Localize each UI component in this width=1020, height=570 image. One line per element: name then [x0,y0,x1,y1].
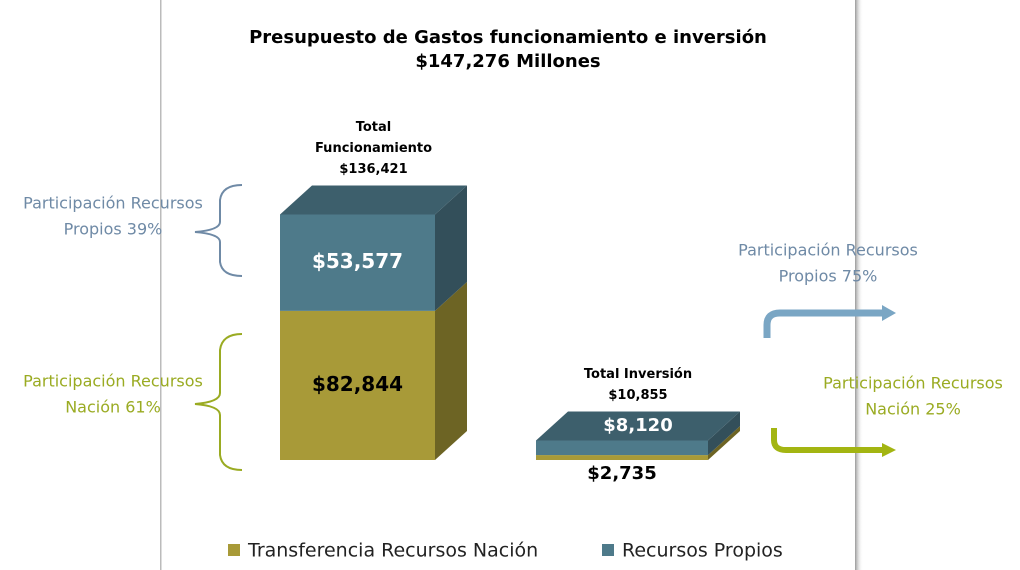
annotation: Nación 25% [865,400,961,419]
annotation: Participación Recursos [738,241,918,260]
legend-label: Transferencia Recursos Nación [247,540,538,562]
annotation: Participación Recursos [823,374,1003,393]
annotation: Nación 61% [65,398,161,417]
category-label: Total [356,120,392,135]
bar-side [435,185,467,311]
annotation: Participación Recursos [23,194,203,213]
arrow-head [882,443,896,457]
bar-top [280,185,467,215]
arrow [771,428,882,453]
bar-top [536,411,740,441]
bar-side [708,411,740,456]
annotation: Propios 39% [64,220,163,239]
value-label: $8,120 [603,415,672,436]
chart-title: Presupuesto de Gastos funcionamiento e i… [249,27,767,48]
frame-left [160,0,162,570]
bar-side [708,426,740,460]
value-label: $53,577 [312,249,403,273]
total-label: $10,855 [608,388,667,403]
annotation: Participación Recursos [23,372,203,391]
brace [194,184,243,277]
bar-side [435,281,467,460]
chart-subtitle: $147,276 Millones [415,51,600,72]
bar-front [536,440,708,456]
total-label: $136,421 [339,162,407,177]
arrow-head [882,305,896,321]
value-label: $82,844 [312,372,403,396]
category-label: Total Inversión [584,367,692,382]
legend-swatch [602,544,614,556]
legend-label: Recursos Propios [622,540,783,562]
arrow [763,309,882,338]
bar-front [280,310,435,460]
bar-front [280,214,435,311]
brace [194,333,243,471]
frame-shadow [855,0,863,570]
bar-front [536,455,708,460]
category-label: Funcionamiento [315,141,432,156]
value-label: $2,735 [587,463,656,484]
annotation: Propios 75% [779,267,878,286]
legend-swatch [228,544,240,556]
